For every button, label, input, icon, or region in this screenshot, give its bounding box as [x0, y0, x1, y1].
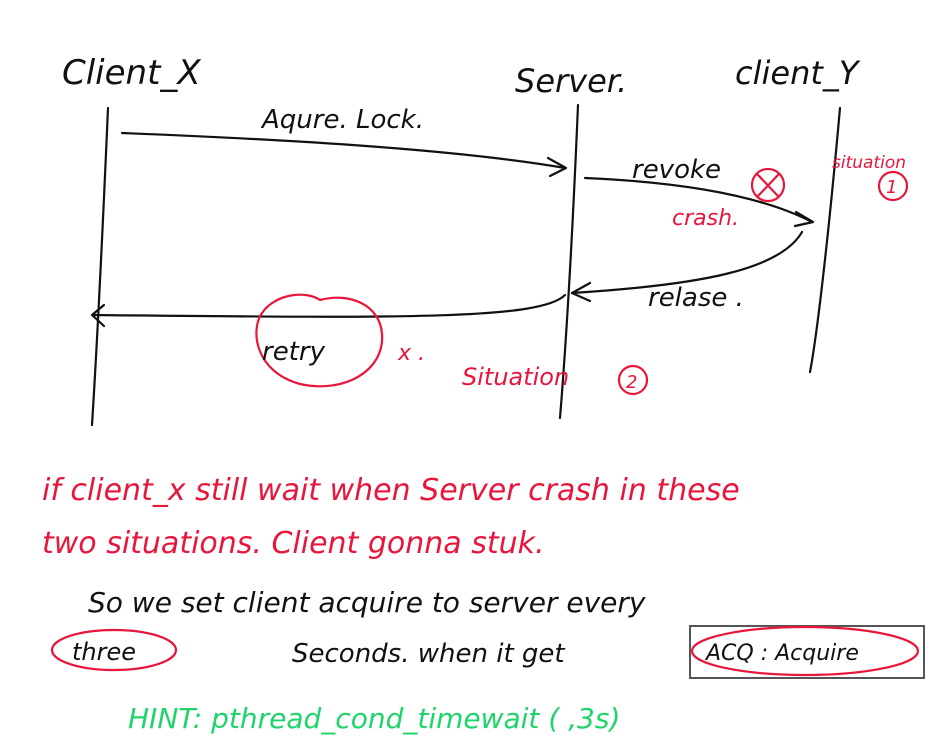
- note-red-line-2: two situations. Client gonna stuk.: [42, 526, 545, 561]
- lifeline-server: [558, 103, 580, 420]
- situation-2-circle: [617, 364, 649, 396]
- acquire-lock-label: Aqure. Lock.: [260, 105, 424, 135]
- lifeline-client-y: [808, 106, 842, 374]
- release-label: relase .: [648, 283, 744, 313]
- note-black-line-2: Seconds. when it get: [292, 639, 565, 669]
- participant-client-x-label: Client_X: [62, 53, 201, 93]
- release-arrowhead: [570, 281, 592, 303]
- participant-client-y-label: client_Y: [735, 54, 861, 92]
- retry-circle: [255, 293, 384, 388]
- retry-fail-mark: x .: [397, 341, 425, 366]
- revoke-fail-x-mark: [756, 173, 780, 198]
- acquire-arrowhead: [546, 156, 568, 178]
- situation-1-number: 1: [886, 177, 897, 198]
- participant-server-label: Server.: [515, 62, 627, 100]
- acq-circle: [690, 625, 920, 677]
- crash-label: crash.: [672, 206, 739, 231]
- acq-label: ACQ : Acquire: [704, 641, 859, 666]
- revoke-fail-circle: [750, 167, 786, 203]
- retry-arrowhead: [90, 303, 106, 328]
- revoke-label: revoke: [632, 155, 721, 185]
- situation-2-number: 2: [626, 372, 637, 393]
- acquire-arrow: [120, 131, 567, 170]
- situation-2-label: Situation: [462, 363, 569, 391]
- revoke-arrow: [583, 176, 814, 224]
- retry-label: retry: [262, 337, 326, 367]
- three-word: three: [72, 638, 136, 666]
- situation-1-label: situation: [832, 153, 906, 173]
- revoke-arrowhead: [793, 210, 815, 228]
- hint-line: HINT: pthread_cond_timewait ( ,3s): [128, 702, 620, 735]
- three-circle: [50, 628, 178, 672]
- retry-arrow: [90, 293, 567, 318]
- note-black-line-1: So we set client acquire to server every: [88, 586, 646, 619]
- lifeline-client-x: [90, 106, 110, 427]
- note-red-line-1: if client_x still wait when Server crash…: [42, 473, 740, 508]
- release-arrow: [570, 230, 804, 295]
- situation-1-circle: [877, 170, 909, 202]
